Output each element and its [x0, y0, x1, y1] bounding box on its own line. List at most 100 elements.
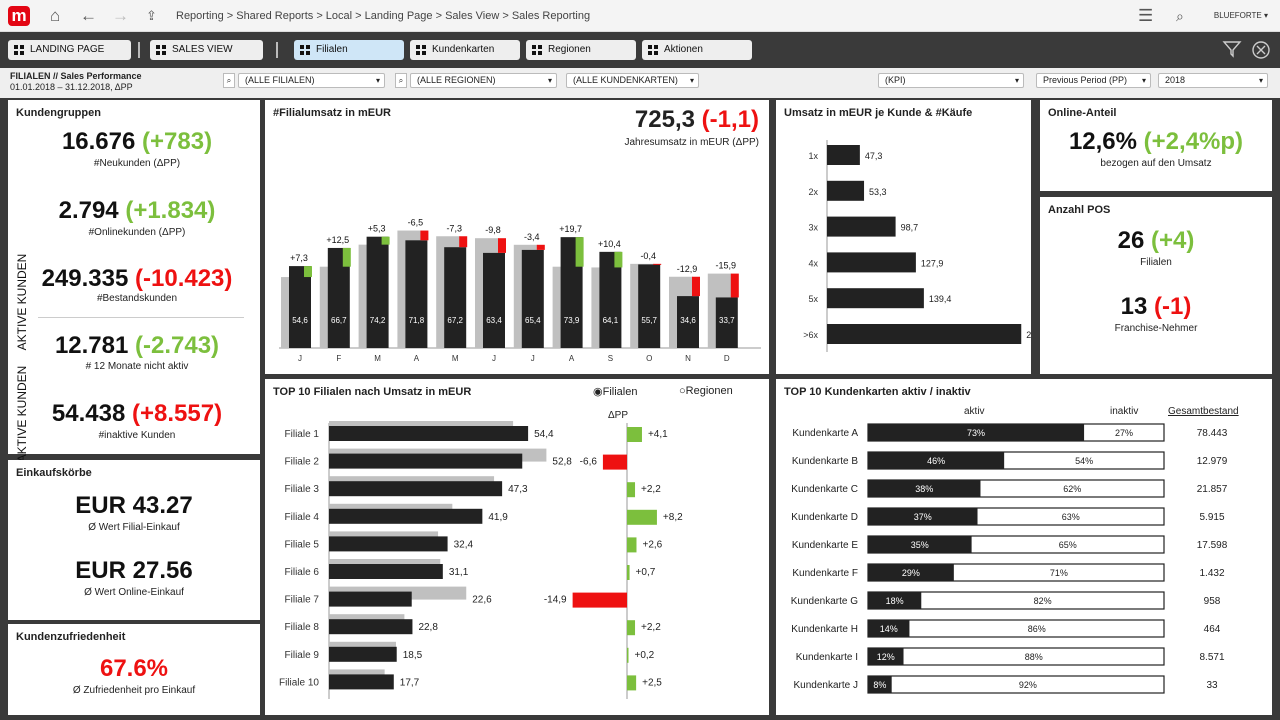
card-bar-frame: [867, 619, 1165, 638]
nicht-aktiv-caption: # 12 Monate nicht aktiv: [85, 361, 189, 372]
tab-aktionen[interactable]: Aktionen: [642, 40, 752, 60]
filialen-select[interactable]: (ALLE FILIALEN): [238, 73, 385, 88]
tick-label: 5x: [808, 294, 818, 304]
filialumsatz-card: #Filialumsatz in mEUR 725,3 (-1,1) Jahre…: [265, 100, 769, 374]
top-kundenkarten-card: TOP 10 Kundenkarten aktiv / inaktiv akti…: [776, 379, 1272, 715]
value-label: 34,6: [680, 316, 696, 325]
umsatz-je-kunde-chart: 1x 47,3 2x 53,3 3x 98,7 4x 127,9 5x 139,4 >6x 279,5: [803, 140, 1031, 352]
jahresumsatz-caption: Jahresumsatz in mEUR (ΔPP): [624, 137, 760, 148]
tab-kundenkarten[interactable]: Kundenkarten: [410, 40, 520, 60]
delta-label: +2,6: [642, 539, 662, 550]
online-anteil-value: 12,6% (+2,4%p): [1068, 128, 1244, 155]
aktiv-bar: [868, 564, 954, 581]
tick-label: 4x: [808, 258, 818, 268]
tick-label: Kundenkarte I: [796, 652, 858, 663]
aktiv-label: 8%: [873, 680, 886, 690]
tick-label: Filiale 10: [279, 677, 319, 688]
tick-label: J: [492, 354, 496, 363]
sales-view-button[interactable]: SALES VIEW: [150, 40, 263, 60]
card-bar-frame: [867, 647, 1165, 666]
ac-bar: [329, 481, 503, 497]
tick-label: D: [724, 354, 730, 363]
tick-label: Filiale 1: [285, 429, 320, 440]
delta-bar: [692, 276, 700, 297]
search-icon[interactable]: ⌕: [395, 73, 407, 88]
tick-label: Filiale 3: [285, 484, 320, 495]
card-title: Einkaufskörbe: [16, 467, 92, 479]
aktiv-label: 35%: [911, 540, 929, 550]
tick-label: Kundenkarte G: [791, 596, 858, 607]
kpi-select[interactable]: (KPI): [878, 73, 1024, 88]
value-label: 33,7: [719, 316, 735, 325]
user-menu[interactable]: BLUEFORTE ▾: [1213, 11, 1268, 20]
ac-bar: [521, 249, 544, 348]
kundenkarten-select[interactable]: (ALLE KUNDENKARTEN): [566, 73, 699, 88]
delta-bar: [627, 537, 637, 553]
tick-label: Filiale 9: [285, 650, 320, 661]
filial-einkauf-caption: Ø Wert Filial-Einkauf: [88, 522, 180, 533]
aktiv-bar: [868, 536, 972, 553]
clear-filter-icon[interactable]: [1250, 39, 1272, 61]
forward-arrow-icon[interactable]: →: [112, 6, 129, 25]
ac-bar: [715, 297, 738, 348]
search-icon[interactable]: ⌕: [1176, 8, 1184, 24]
menu-icon[interactable]: ☰: [1138, 6, 1154, 25]
tick-label: Kundenkarte B: [792, 456, 858, 467]
search-icon[interactable]: ⌕: [223, 73, 235, 88]
breadcrumb[interactable]: Reporting > Shared Reports > Local > Lan…: [176, 10, 591, 22]
data-label: 47,3: [865, 151, 883, 161]
upload-icon[interactable]: ⇪: [146, 8, 157, 23]
radio-regionen[interactable]: ○Regionen: [679, 385, 733, 397]
tab-label: Regionen: [548, 44, 591, 55]
delta-bar: [627, 427, 642, 442]
tick-label: Kundenkarte H: [791, 624, 858, 635]
gesamt-label: 78.443: [1197, 428, 1228, 439]
radio-filialen[interactable]: ◉Filialen: [593, 386, 638, 398]
gesamt-label: 8.571: [1199, 652, 1224, 663]
aktiv-bar: [868, 424, 1085, 441]
delta-bar: [653, 263, 662, 265]
nicht-aktiv-value: 12.781 (-2.743): [54, 332, 220, 359]
delta-header: ΔPP: [608, 410, 629, 421]
tick-label: Kundenkarte E: [792, 540, 858, 551]
card-title: Kundengruppen: [16, 107, 101, 119]
aktiv-label: 14%: [880, 624, 898, 634]
ac-bar: [599, 251, 622, 348]
ac-bar: [289, 266, 311, 348]
back-arrow-icon[interactable]: ←: [80, 6, 97, 25]
tab-filialen[interactable]: Filialen: [294, 40, 404, 60]
nav-bar: LANDING PAGE SALES VIEW Filialen Kundenk…: [0, 32, 1280, 68]
neukunden-caption: #Neukunden (ΔPP): [93, 158, 181, 169]
tick-label: A: [569, 354, 575, 363]
compare-select[interactable]: Previous Period (PP): [1036, 73, 1151, 88]
delta-bar: [627, 565, 630, 580]
delta-bar: [342, 247, 351, 267]
landing-page-button[interactable]: LANDING PAGE: [8, 40, 131, 60]
aktiv-label: 73%: [967, 428, 985, 438]
aktiv-bar: [868, 620, 910, 637]
regionen-select[interactable]: (ALLE REGIONEN): [410, 73, 557, 88]
delta-bar: [602, 454, 627, 470]
inaktiv-label: 71%: [1050, 568, 1068, 578]
tick-label: 2x: [808, 187, 818, 197]
gesamt-label: 958: [1204, 596, 1221, 607]
delta-label: -15,9: [716, 261, 737, 271]
home-icon[interactable]: ⌂: [50, 6, 61, 25]
app-logo[interactable]: m: [8, 6, 30, 26]
value-label: 54,6: [292, 316, 308, 325]
card-title: Online-Anteil: [1048, 107, 1117, 119]
online-einkauf-caption: Ø Wert Online-Einkauf: [84, 587, 184, 598]
delta-bar: [730, 273, 739, 298]
delta-bar: [572, 592, 627, 608]
filter-icon[interactable]: [1222, 39, 1242, 59]
year-select[interactable]: 2018: [1158, 73, 1268, 88]
delta-bar: [614, 251, 623, 268]
inaktiv-label: 86%: [1028, 624, 1046, 634]
inaktiv-label: 63%: [1062, 512, 1080, 522]
tick-label: N: [685, 354, 691, 363]
filialumsatz-chart: +7,3 54,6 J +12,5 66,7 F +5,3 74,2 M -6,5 71,8 A -7,…: [279, 218, 761, 363]
radio-selected-icon: ◉: [593, 386, 603, 398]
tab-regionen[interactable]: Regionen: [526, 40, 636, 60]
ac-bar: [329, 536, 448, 552]
ac-bar: [329, 426, 529, 441]
